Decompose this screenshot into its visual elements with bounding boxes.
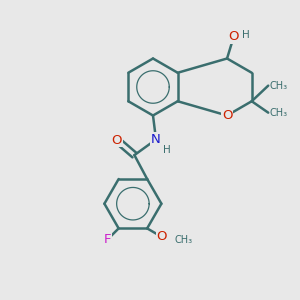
Text: O: O (222, 109, 232, 122)
Text: F: F (103, 233, 111, 246)
Text: O: O (156, 230, 167, 243)
Text: CH₃: CH₃ (270, 81, 288, 91)
Text: CH₃: CH₃ (174, 235, 192, 245)
Text: O: O (112, 134, 122, 147)
Text: O: O (228, 30, 239, 44)
Text: H: H (242, 29, 250, 40)
Text: CH₃: CH₃ (270, 108, 288, 118)
Text: N: N (151, 133, 161, 146)
Text: H: H (164, 145, 171, 155)
